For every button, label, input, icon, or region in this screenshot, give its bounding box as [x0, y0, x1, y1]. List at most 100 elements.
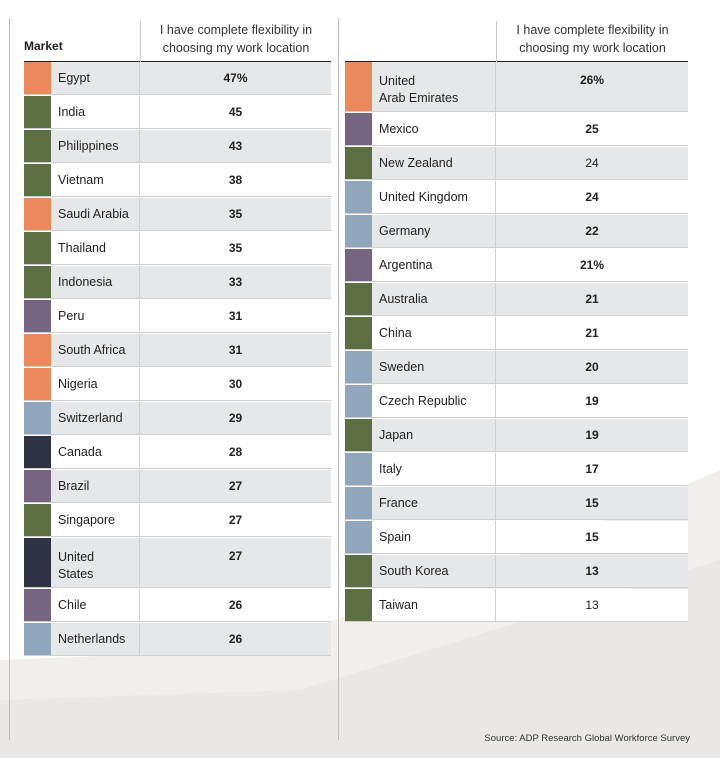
flexibility-value: 31: [228, 343, 243, 357]
market-name-line: Netherlands: [58, 631, 126, 646]
flexibility-value: 30: [228, 377, 243, 391]
market-name: Indonesia: [51, 266, 140, 298]
region-color-swatch: [24, 130, 51, 162]
market-name-line: Argentina: [379, 257, 433, 272]
market-name: Brazil: [51, 470, 140, 502]
table-row: Taiwan 13: [345, 589, 688, 622]
market-name: Chile: [51, 589, 140, 621]
region-color-swatch: [345, 283, 372, 315]
left-table-header: Market I have complete flexibility in ch…: [24, 0, 331, 62]
flexibility-value: 28: [228, 445, 243, 459]
market-name: Nigeria: [51, 368, 140, 400]
region-color-swatch: [345, 555, 372, 587]
table-row: Chile 26: [24, 589, 331, 622]
market-name: China: [372, 317, 496, 349]
market-name-line: Spain: [379, 529, 411, 544]
table-row: Saudi Arabia 35: [24, 198, 331, 231]
flexibility-value: 43: [228, 139, 243, 153]
table-row: Canada 28: [24, 436, 331, 469]
region-color-swatch: [345, 521, 372, 553]
flexibility-value: 26: [228, 632, 243, 646]
market-name: Canada: [51, 436, 140, 468]
region-color-swatch: [24, 623, 51, 655]
table-row: Czech Republic 19: [345, 385, 688, 418]
market-name-line: Switzerland: [58, 410, 123, 425]
flexibility-value: 35: [228, 241, 243, 255]
table-row: Argentina 21%: [345, 249, 688, 282]
region-color-swatch: [24, 504, 51, 536]
region-color-swatch: [345, 317, 372, 349]
table-row: United Kingdom 24: [345, 181, 688, 214]
market-name: Egypt: [51, 62, 140, 94]
flexibility-value: 47%: [223, 71, 248, 85]
table-row: China 21: [345, 317, 688, 350]
market-name: Saudi Arabia: [51, 198, 140, 230]
market-name: South Africa: [51, 334, 140, 366]
market-name: United Kingdom: [372, 181, 496, 213]
table-row: Singapore 27: [24, 504, 331, 537]
market-name: Vietnam: [51, 164, 140, 196]
region-color-swatch: [24, 232, 51, 264]
right-column-header: I have complete flexibility in choosing …: [496, 21, 688, 62]
table-row: South Korea 13: [345, 555, 688, 588]
region-color-swatch: [345, 419, 372, 451]
table-row: United States 27: [24, 538, 331, 588]
table-row: India 45: [24, 96, 331, 129]
table-row: Germany 22: [345, 215, 688, 248]
market-name-line: South Korea: [379, 563, 449, 578]
market-name-line: India: [58, 104, 86, 119]
market-name-line: Saudi Arabia: [58, 206, 129, 221]
flexibility-value: 21: [585, 292, 599, 306]
table-row: Switzerland 29: [24, 402, 331, 435]
market-name-line: Canada: [58, 444, 102, 459]
market-name-line: China: [379, 325, 412, 340]
table-row: Japan 19: [345, 419, 688, 452]
flexibility-value: 15: [585, 530, 599, 544]
market-name: Australia: [372, 283, 496, 315]
right-table-rows: United Arab Emirates 26% Mexico 25 New Zealan…: [345, 62, 688, 623]
market-name-line: Germany: [379, 223, 431, 238]
left-column-header: I have complete flexibility in choosing …: [140, 21, 331, 62]
flexibility-value: 24: [585, 190, 599, 204]
market-name: Spain: [372, 521, 496, 553]
market-name: Czech Republic: [372, 385, 496, 417]
market-name-line: Czech Republic: [379, 393, 467, 408]
region-color-swatch: [24, 300, 51, 332]
market-name: Mexico: [372, 113, 496, 145]
market-name: Philippines: [51, 130, 140, 162]
region-color-swatch: [24, 436, 51, 468]
region-color-swatch: [24, 96, 51, 128]
market-name-line: New Zealand: [379, 155, 453, 170]
market-name-line: United: [379, 74, 416, 88]
flexibility-value: 21%: [579, 258, 605, 272]
left-divider-line: [9, 18, 10, 740]
table-row: Mexico 25: [345, 113, 688, 146]
market-name-line: Thailand: [58, 240, 106, 255]
region-color-swatch: [24, 62, 51, 94]
flexibility-value: 31: [228, 309, 243, 323]
flexibility-value: 15: [585, 496, 599, 510]
table-row: Brazil 27: [24, 470, 331, 503]
market-name: United States: [51, 538, 140, 587]
market-name-line: States: [58, 567, 94, 581]
region-color-swatch: [24, 198, 51, 230]
flexibility-value: 26: [228, 598, 243, 612]
market-name-line: United: [58, 550, 95, 564]
flexibility-value: 27: [228, 513, 243, 527]
flexibility-value: 27: [228, 479, 243, 493]
market-name: South Korea: [372, 555, 496, 587]
market-name: Italy: [372, 453, 496, 485]
market-name: Sweden: [372, 351, 496, 383]
flexibility-value: 13: [585, 598, 599, 612]
region-color-swatch: [24, 538, 51, 587]
market-name-line: Arab Emirates: [379, 91, 459, 105]
table-row: Thailand 35: [24, 232, 331, 265]
flexibility-value: 27: [228, 549, 243, 563]
market-name: Peru: [51, 300, 140, 332]
region-color-swatch: [24, 589, 51, 621]
market-name: India: [51, 96, 140, 128]
table-row: Italy 17: [345, 453, 688, 486]
market-name-line: Egypt: [58, 70, 90, 85]
right-table-header: I have complete flexibility in choosing …: [345, 0, 688, 62]
right-table: I have complete flexibility in choosing …: [345, 0, 688, 623]
